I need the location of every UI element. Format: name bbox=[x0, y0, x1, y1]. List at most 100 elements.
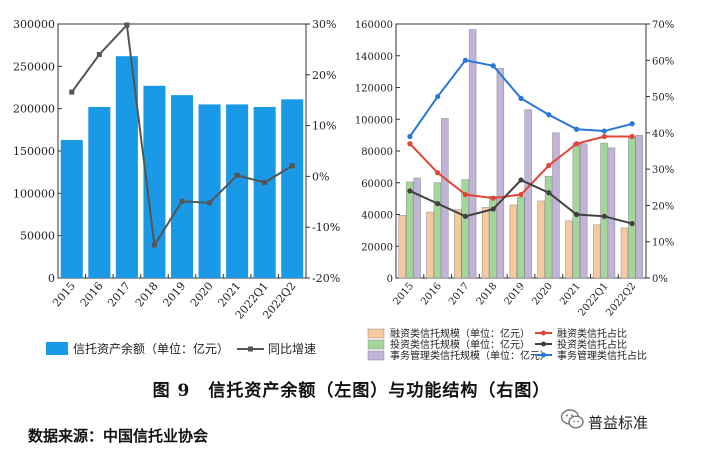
line-point bbox=[435, 201, 441, 207]
x-tick-label: 2018 bbox=[133, 280, 161, 310]
line-point bbox=[573, 126, 580, 132]
line-point bbox=[462, 213, 469, 219]
left-tick-label: 60000 bbox=[361, 179, 393, 190]
wechat-icon bbox=[560, 409, 584, 429]
x-tick-label: 2016 bbox=[78, 280, 106, 310]
right-tick-label: 20% bbox=[312, 69, 336, 82]
right-tick-label: 10% bbox=[652, 238, 674, 249]
bar bbox=[441, 118, 449, 279]
line-point bbox=[289, 163, 295, 169]
line-point bbox=[601, 128, 607, 134]
legend-label: 融资类信托占比 bbox=[557, 327, 627, 340]
bar bbox=[115, 56, 138, 278]
left-tick-label: 140000 bbox=[355, 52, 393, 63]
line-point bbox=[573, 141, 580, 147]
bar bbox=[88, 106, 111, 279]
bar bbox=[413, 177, 421, 279]
bar bbox=[198, 104, 221, 278]
left-tick-label: 0 bbox=[48, 272, 55, 285]
left-tick-label: 200000 bbox=[13, 103, 55, 116]
legend-label-bar: 信托资产余额（单位：亿元） bbox=[73, 341, 229, 356]
right-tick-label: 50% bbox=[652, 93, 674, 104]
legend-label: 事务管理类信托占比 bbox=[557, 349, 647, 362]
bar bbox=[468, 29, 477, 279]
left-tick-label: 100000 bbox=[13, 187, 55, 200]
bar bbox=[60, 139, 83, 278]
bar bbox=[607, 147, 616, 279]
line-point bbox=[407, 133, 413, 140]
line-point bbox=[179, 198, 185, 204]
line-point bbox=[546, 190, 552, 196]
bar bbox=[509, 204, 518, 279]
line-point bbox=[546, 112, 552, 118]
bar bbox=[592, 224, 601, 279]
line-point bbox=[629, 121, 635, 127]
legend-swatch-bar bbox=[367, 328, 385, 339]
line-point bbox=[407, 188, 413, 194]
legend-swatch-bar bbox=[46, 342, 68, 355]
line-point bbox=[151, 242, 157, 248]
right-tick-label: -10% bbox=[312, 221, 340, 234]
bar bbox=[565, 220, 573, 279]
left-tick-label: 120000 bbox=[355, 84, 393, 95]
left-tick-label: 150000 bbox=[13, 145, 55, 158]
bar bbox=[170, 95, 194, 279]
line-point bbox=[462, 57, 469, 63]
bar bbox=[517, 196, 525, 279]
legend-swatch-marker bbox=[541, 330, 546, 336]
bar bbox=[620, 227, 629, 279]
legend-label: 事务管理类信托规模（单位：亿元） bbox=[390, 349, 550, 362]
legend-swatch-bar bbox=[367, 350, 385, 361]
bar bbox=[600, 142, 608, 279]
line-point bbox=[601, 133, 607, 140]
line-point bbox=[234, 172, 240, 178]
line-point bbox=[629, 220, 635, 227]
x-tick-label: 2021 bbox=[558, 281, 583, 308]
line-point bbox=[518, 177, 524, 183]
right-tick-label: 30% bbox=[652, 165, 674, 176]
line-point bbox=[462, 191, 469, 198]
x-tick-label: 2018 bbox=[475, 281, 500, 308]
bar bbox=[635, 134, 643, 279]
bar bbox=[253, 106, 276, 279]
bar bbox=[398, 215, 406, 279]
line-point bbox=[601, 213, 607, 219]
bar bbox=[454, 209, 462, 279]
bar bbox=[544, 176, 553, 279]
right-tick-label: 10% bbox=[312, 120, 336, 133]
line-point bbox=[96, 51, 102, 57]
data-source: 数据来源：中国信托业协会 bbox=[28, 427, 209, 445]
bar bbox=[461, 179, 469, 279]
bar bbox=[226, 104, 249, 278]
left-tick-label: 20000 bbox=[361, 242, 393, 253]
line-point bbox=[629, 133, 635, 140]
x-tick-label: 2015 bbox=[391, 281, 416, 308]
legend-label: 融资类信托规模（单位：亿元） bbox=[390, 327, 530, 340]
legend-swatch-marker bbox=[541, 341, 546, 347]
line-point bbox=[546, 162, 552, 169]
legend-label: 投资类信托规模（单位：亿元） bbox=[390, 338, 530, 351]
right-tick-label: -20% bbox=[312, 272, 340, 285]
line-point bbox=[490, 63, 496, 69]
right-tick-label: 40% bbox=[652, 129, 674, 140]
right-tick-label: 0% bbox=[312, 170, 329, 183]
left-tick-label: 50000 bbox=[20, 230, 55, 243]
legend-label-line: 同比增速 bbox=[268, 342, 316, 356]
line-point bbox=[490, 206, 496, 212]
bar bbox=[281, 99, 304, 278]
x-tick-label: 2017 bbox=[105, 280, 133, 310]
legend-swatch-marker bbox=[541, 352, 546, 358]
x-tick-label: 2017 bbox=[447, 281, 472, 308]
bar bbox=[426, 211, 434, 279]
x-tick-label: 2022Q2 bbox=[604, 281, 638, 319]
right-tick-label: 60% bbox=[652, 56, 674, 67]
left-tick-label: 40000 bbox=[361, 211, 393, 222]
right-tick-label: 0% bbox=[652, 274, 668, 285]
line-point bbox=[262, 179, 268, 185]
line-point bbox=[518, 95, 524, 101]
right-tick-label: 20% bbox=[652, 201, 674, 212]
left-tick-label: 0 bbox=[387, 274, 393, 285]
line-point bbox=[435, 170, 441, 176]
line-point bbox=[490, 195, 496, 201]
x-tick-label: 2019 bbox=[503, 281, 528, 308]
